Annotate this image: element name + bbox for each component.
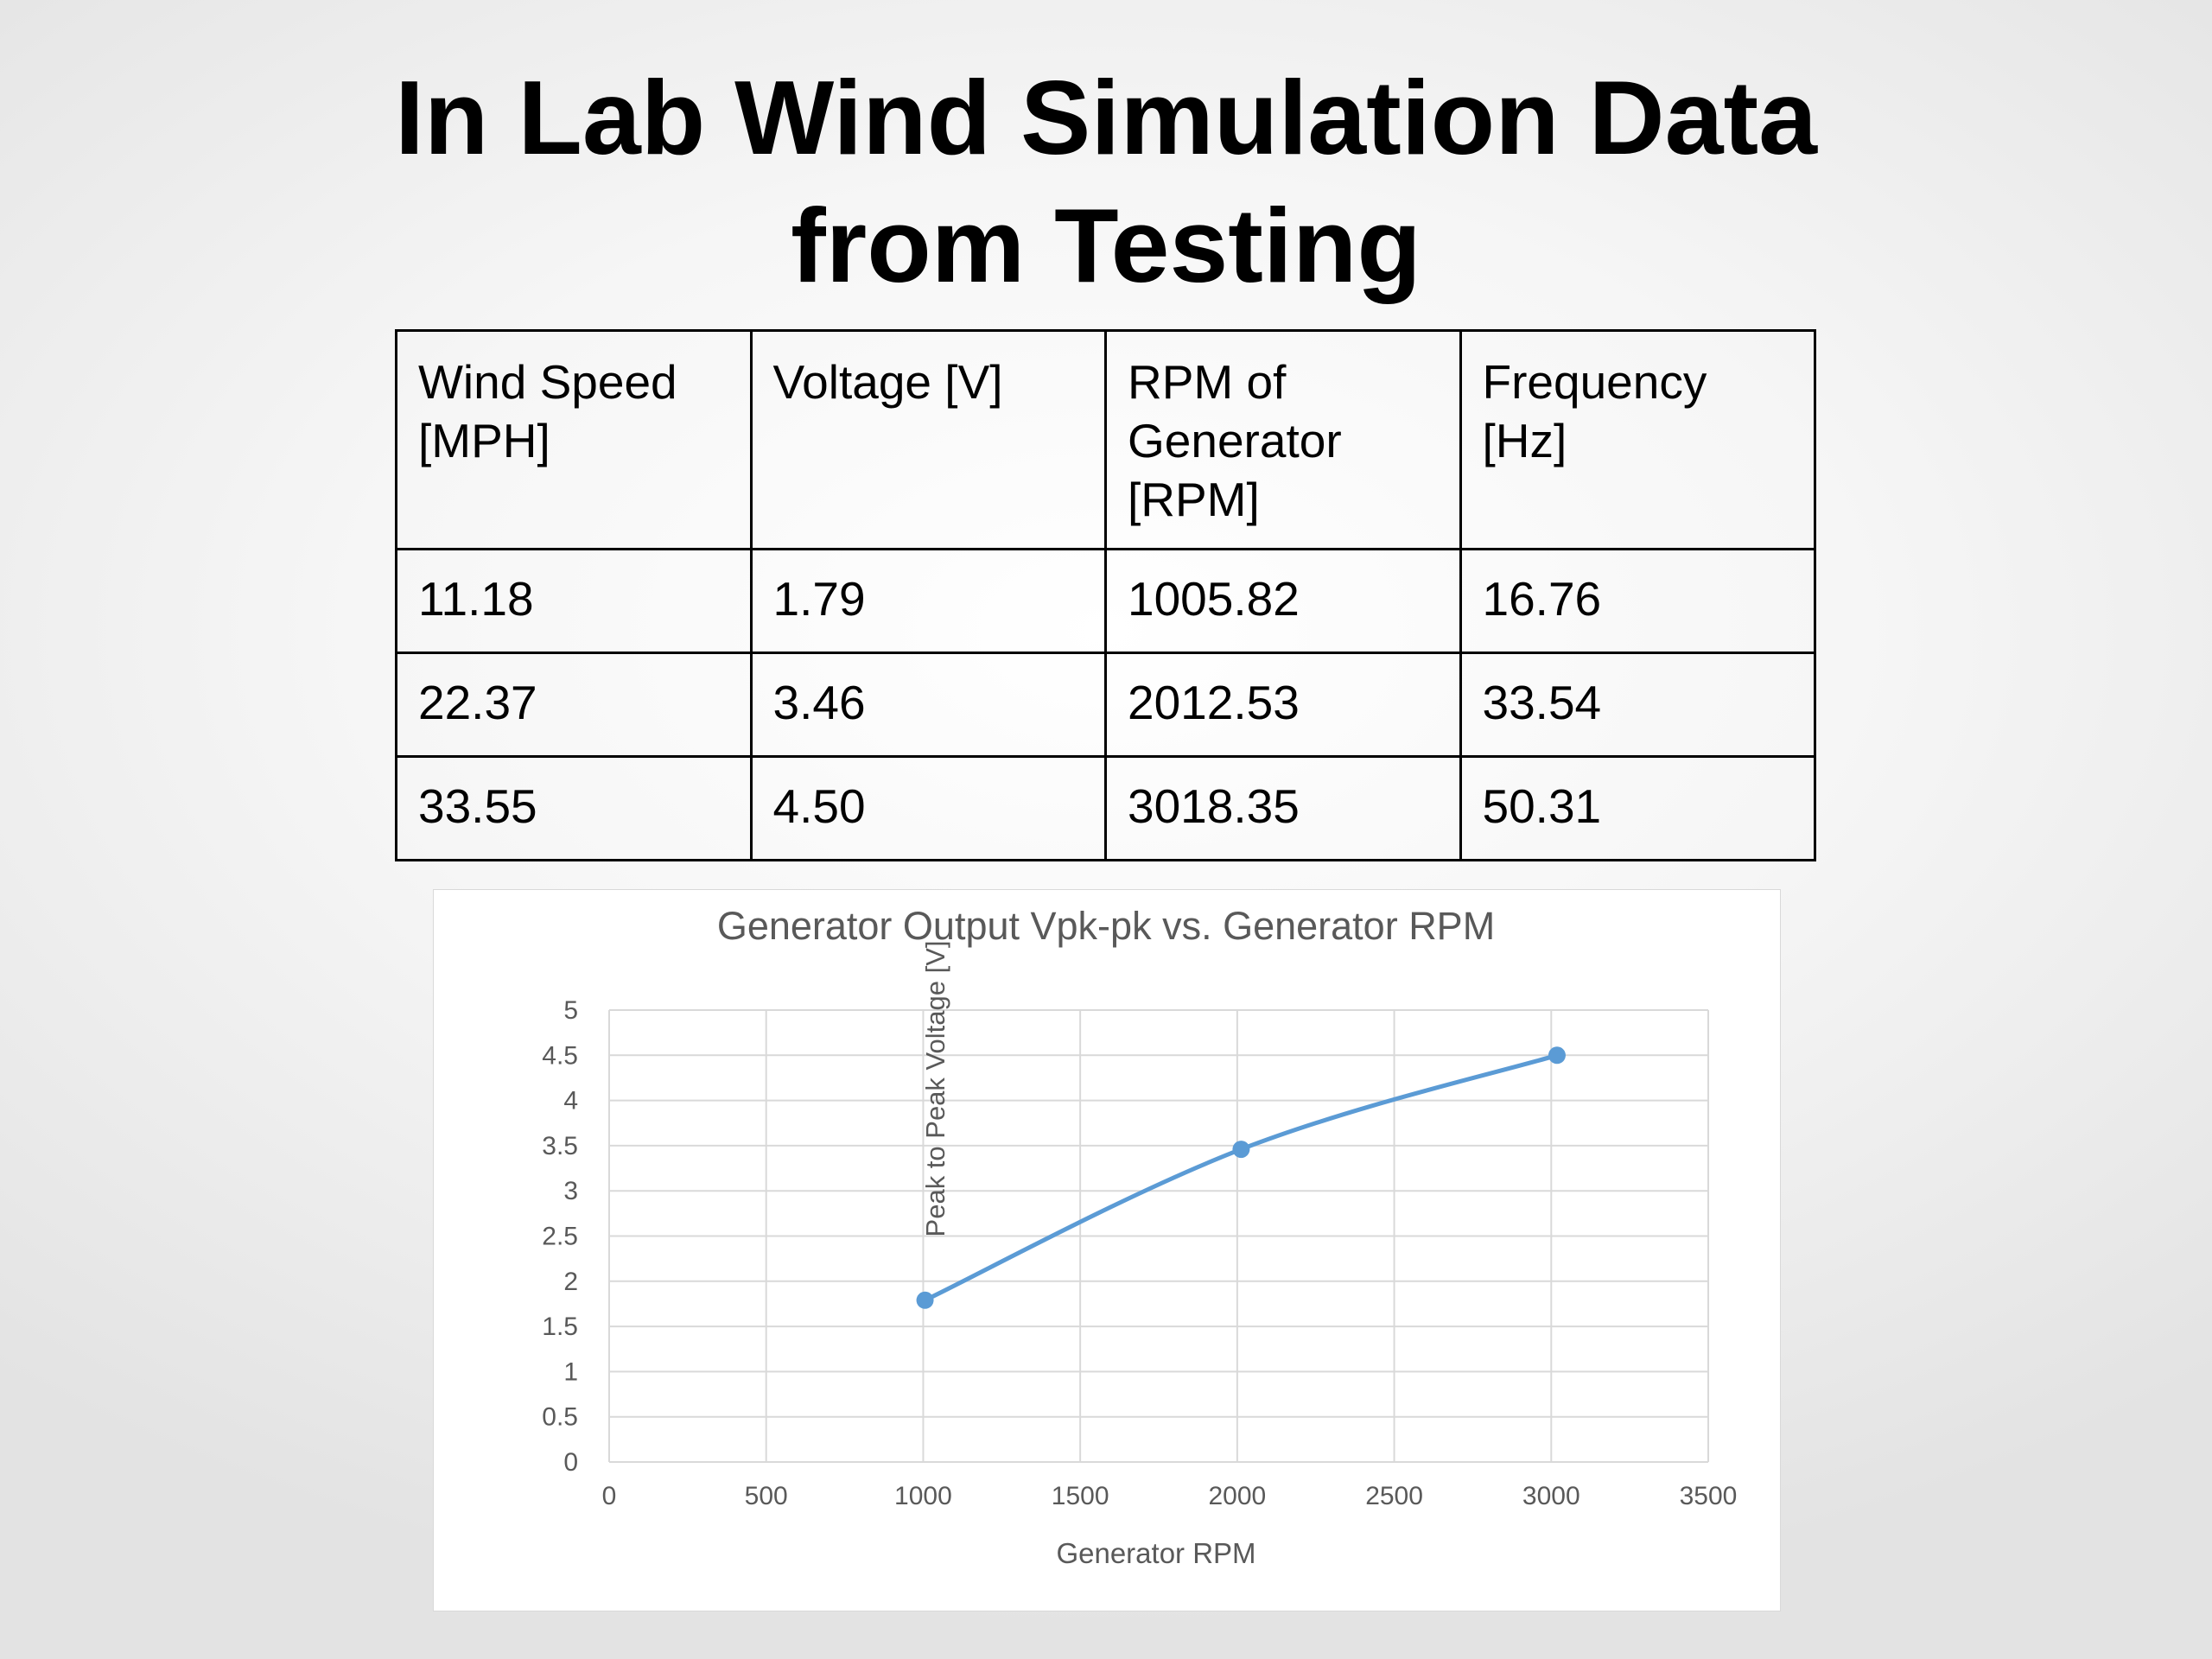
table-cell: 33.55	[395, 755, 753, 861]
x-axis-title: Generator RPM	[1056, 1537, 1255, 1569]
y-tick-label: 1.5	[542, 1313, 578, 1341]
series-line	[923, 1052, 1560, 1303]
y-tick-label: 1	[563, 1357, 578, 1386]
table-header-cell: Voltage [V]	[749, 329, 1107, 550]
table-header-text: RPM of	[1128, 355, 1287, 409]
table-header-row: Wind Speed [MPH] Voltage [V] RPM of Genera…	[395, 329, 1816, 550]
table-header-cell: RPM of Generator [RPM]	[1104, 329, 1462, 550]
wind-data-table: Wind Speed [MPH] Voltage [V] RPM of Genera…	[395, 329, 1816, 861]
table-header-cell: Wind Speed [MPH]	[395, 329, 753, 550]
y-tick-label: 4.5	[542, 1041, 578, 1070]
y-tick-label: 5	[563, 996, 578, 1025]
y-tick-label: 2.5	[542, 1223, 578, 1251]
table-cell: 1.79	[749, 548, 1107, 654]
table-header-cell: Frequency [Hz]	[1459, 329, 1816, 550]
table-row: 22.37 3.46 2012.53 33.54	[395, 652, 1816, 758]
table-header-text: Wind Speed	[418, 355, 677, 409]
table-cell: 50.31	[1459, 755, 1816, 861]
table-header-text: [MPH]	[418, 414, 550, 467]
table-header-text: Generator	[1128, 414, 1342, 467]
x-tick-label: 2000	[1208, 1482, 1266, 1510]
table-header-text: Voltage [V]	[772, 355, 1003, 409]
x-tick-label: 0	[602, 1482, 617, 1510]
table-cell: 16.76	[1459, 548, 1816, 654]
y-tick-label: 3	[563, 1177, 578, 1205]
table-header-text: Frequency	[1482, 355, 1707, 409]
table-cell: 4.50	[749, 755, 1107, 861]
data-point	[1232, 1141, 1250, 1159]
chart-series	[916, 1046, 1566, 1309]
table-header-text: [Hz]	[1482, 414, 1567, 467]
table-cell: 3.46	[749, 652, 1107, 758]
x-tick-label: 2500	[1365, 1482, 1423, 1510]
slide-title-line-1: In Lab Wind Simulation Data	[395, 59, 1817, 176]
line-chart: 0 500 1000 1500 2000 2500 3000 3500 0 0.5 1 1.5 2 2.5…	[542, 904, 1737, 1569]
table-cell: 3018.35	[1104, 755, 1462, 861]
y-tick-label: 0.5	[542, 1403, 578, 1432]
x-tick-label: 500	[745, 1482, 788, 1510]
x-tick-label: 1000	[894, 1482, 952, 1510]
slide-title-line-2: from Testing	[791, 187, 1421, 304]
y-tick-label: 3.5	[542, 1132, 578, 1160]
slide-title: In Lab Wind Simulation Data from Testing	[0, 54, 2212, 309]
chart-panel: 0 500 1000 1500 2000 2500 3000 3500 0 0.5 1 1.5 2 2.5…	[433, 889, 1781, 1611]
x-tick-label: 3000	[1522, 1482, 1580, 1510]
table-cell: 33.54	[1459, 652, 1816, 758]
data-point	[1548, 1046, 1566, 1065]
chart-grid	[608, 1009, 1709, 1463]
table-cell: 2012.53	[1104, 652, 1462, 758]
x-tick-label: 1500	[1052, 1482, 1109, 1510]
y-tick-label: 4	[563, 1087, 578, 1116]
y-tick-label: 2	[563, 1268, 578, 1296]
table-cell: 22.37	[395, 652, 753, 758]
table-header-text: [RPM]	[1128, 473, 1260, 526]
table-row: 11.18 1.79 1005.82 16.76	[395, 548, 1816, 654]
chart-ticks: 0 500 1000 1500 2000 2500 3000 3500 0 0.5 1 1.5 2 2.5…	[542, 996, 1737, 1510]
table-row: 33.55 4.50 3018.35 50.31	[395, 755, 1816, 861]
table-cell: 1005.82	[1104, 548, 1462, 654]
data-point	[916, 1291, 934, 1309]
chart-title: Generator Output Vpk-pk vs. Generator RP…	[717, 904, 1495, 948]
table-cell: 11.18	[395, 548, 753, 654]
x-tick-label: 3500	[1680, 1482, 1738, 1510]
y-axis-title: Peak to Peak Voltage [V]	[920, 941, 950, 1237]
y-tick-label: 0	[563, 1448, 578, 1477]
